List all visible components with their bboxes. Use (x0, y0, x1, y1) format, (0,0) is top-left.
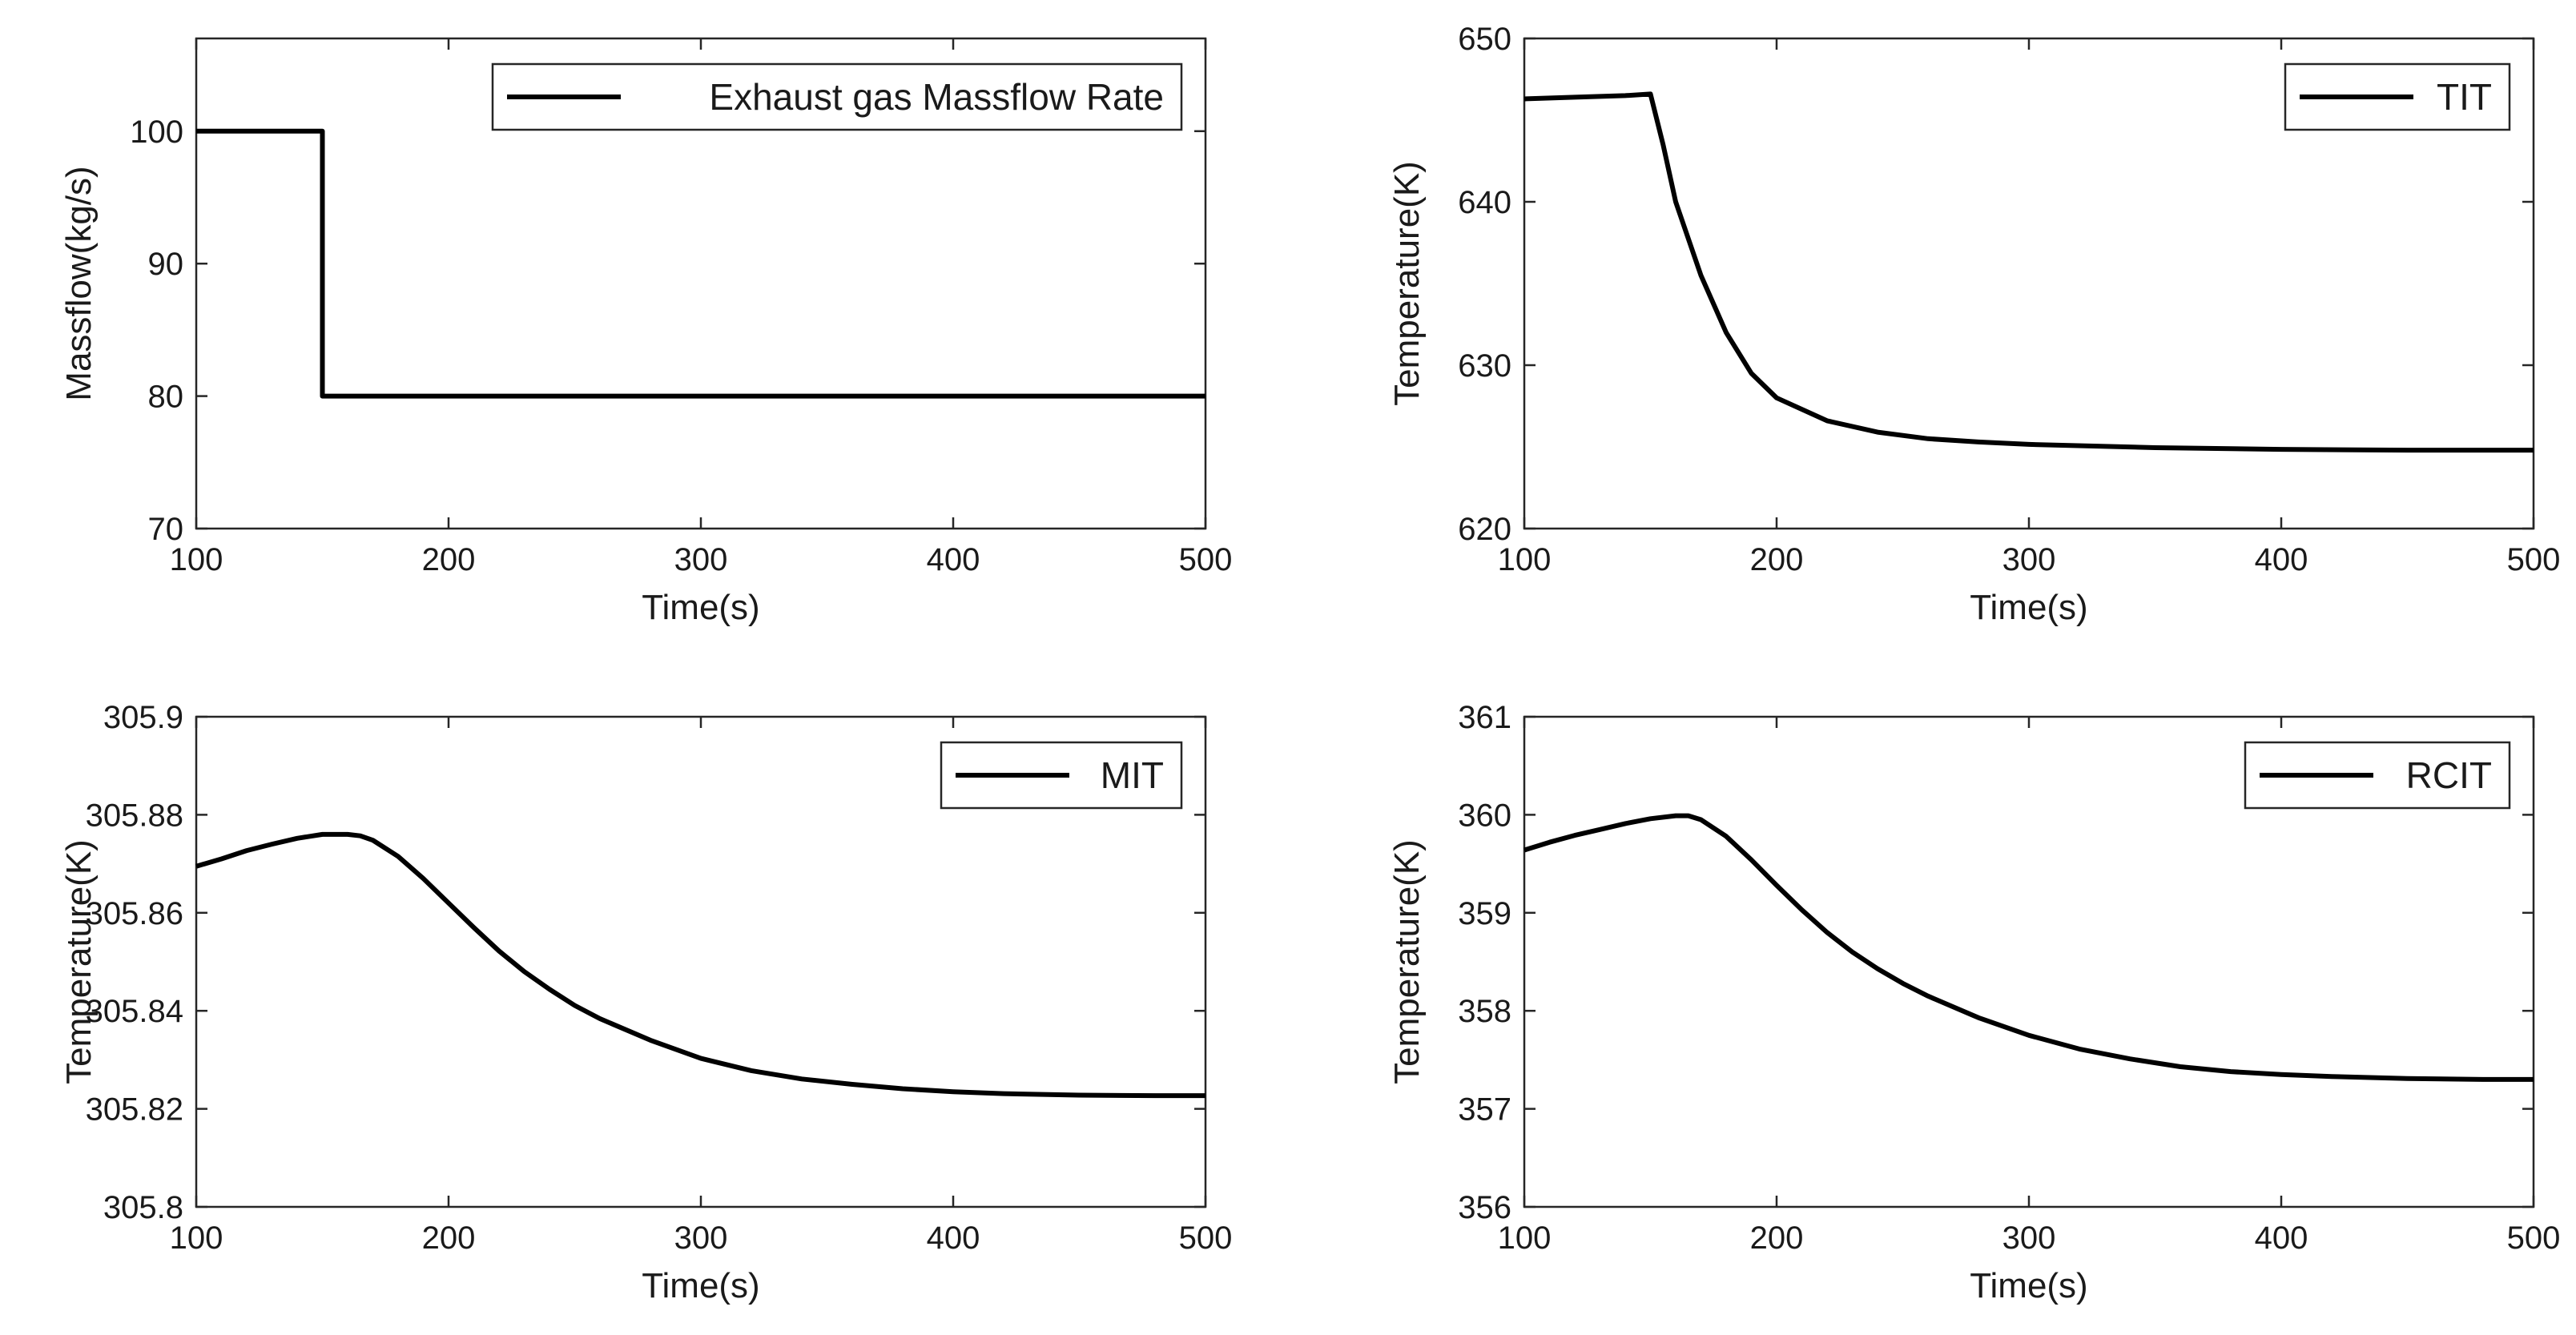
y-tick-label: 305.84 (86, 994, 183, 1029)
series-line-rcit (1523, 813, 2534, 1082)
y-tick-label: 358 (1458, 994, 1511, 1029)
x-axis-label: Time(s) (642, 588, 759, 627)
x-tick-label: 100 (1498, 542, 1552, 577)
x-tick-label: 100 (170, 542, 223, 577)
x-axis-label: Time(s) (1970, 588, 2087, 627)
x-tick-label: 100 (1498, 1220, 1552, 1256)
y-tick-label: 640 (1458, 185, 1511, 220)
y-axis-label: Temperature(K) (59, 839, 99, 1084)
y-axis-label: Temperature(K) (1387, 839, 1427, 1084)
x-tick-label: 400 (2255, 542, 2308, 577)
y-tick-label: 305.9 (103, 700, 183, 735)
legend-box (2244, 741, 2511, 810)
y-axis-label: Massflow(kg/s) (59, 166, 99, 400)
y-tick-label: 356 (1458, 1190, 1511, 1225)
y-tick-label: 361 (1458, 700, 1511, 735)
y-tick-label: 305.88 (86, 798, 183, 833)
legend: Exhaust gas Massflow Rate (491, 62, 1183, 131)
x-tick-label: 300 (674, 542, 728, 577)
x-tick-label: 200 (1750, 1220, 1804, 1256)
y-tick-label: 650 (1458, 22, 1511, 57)
x-tick-label: 200 (422, 1220, 476, 1256)
subplot-1: 100 200 300 400 500 70 80 90 100 Time(s) Massflow(… (59, 37, 1233, 627)
subplot-2: 100 200 300 400 500 620 630 640 650 Time(s) Temper… (1387, 22, 2560, 627)
x-tick-label: 400 (927, 542, 980, 577)
x-tick-label: 100 (170, 1220, 223, 1256)
y-tick-label: 70 (148, 512, 184, 547)
x-tick-label: 300 (2002, 1220, 2056, 1256)
x-tick-label: 500 (1179, 542, 1233, 577)
y-axis-label: Temperature(K) (1387, 161, 1427, 406)
y-tick-label: 305.86 (86, 896, 183, 931)
series-line-tit (1523, 91, 2534, 453)
x-axis-label: Time(s) (642, 1266, 759, 1305)
y-tick-label: 305.82 (86, 1092, 183, 1128)
x-tick-label: 300 (674, 1220, 728, 1256)
x-axis-label: Time(s) (1970, 1266, 2087, 1305)
x-tick-label: 400 (927, 1220, 980, 1256)
x-tick-label: 500 (2507, 1220, 2561, 1256)
x-tick-label: 500 (1179, 1220, 1233, 1256)
legend: RCIT (2244, 741, 2511, 810)
y-tick-label: 100 (130, 115, 183, 150)
legend: MIT (940, 741, 1183, 810)
x-tick-label: 500 (2507, 542, 2561, 577)
x-tick-label: 200 (422, 542, 476, 577)
x-tick-label: 300 (2002, 542, 2056, 577)
legend-label: Exhaust gas Massflow Rate (709, 76, 1164, 118)
y-tick-label: 360 (1458, 798, 1511, 833)
x-tick-label: 200 (1750, 542, 1804, 577)
legend-label: TIT (2437, 76, 2492, 118)
series-line-exhaust-gas-massflow-rate (196, 128, 1205, 399)
series-line-mit (195, 831, 1205, 1099)
y-tick-label: 630 (1458, 348, 1511, 384)
y-tick-label: 80 (148, 380, 184, 415)
legend-label: RCIT (2406, 754, 2492, 796)
y-tick-label: 305.8 (103, 1190, 183, 1225)
legend-label: MIT (1101, 754, 1164, 796)
y-tick-label: 357 (1458, 1092, 1511, 1128)
y-tick-label: 620 (1458, 512, 1511, 547)
y-tick-label: 90 (148, 247, 184, 282)
y-tick-label: 359 (1458, 896, 1511, 931)
x-tick-label: 400 (2255, 1220, 2308, 1256)
subplot-3: 100 200 300 400 500 305.8 305.82 305.84 305.86 30… (59, 700, 1232, 1305)
legend: TIT (2284, 62, 2511, 131)
subplot-4: 100 200 300 400 500 356 357 358 359 360 361 Time(s)… (1387, 700, 2560, 1305)
